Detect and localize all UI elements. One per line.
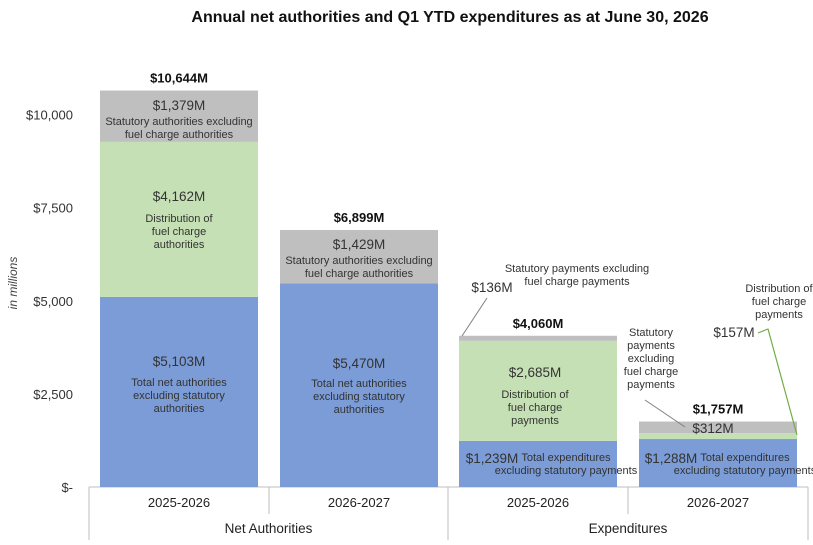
segment-value-label: $5,470M <box>333 356 386 371</box>
segment-description: payments <box>755 309 803 321</box>
group-label: Net Authorities <box>225 521 313 536</box>
segment-description: fuel charge <box>508 402 562 414</box>
category-labels: 2025-2026 2026-2027 2025-2026 2026-2027 Net … <box>148 495 749 536</box>
segment-description: fuel charge <box>152 226 206 238</box>
segment-description: excluding statutory payments <box>674 465 813 477</box>
segment-value-label: $2,685M <box>509 365 562 380</box>
y-tick-label: $10,000 <box>26 108 73 123</box>
segment-value-label: $1,429M <box>333 237 386 252</box>
group-label: Expenditures <box>589 521 668 536</box>
bar-segment-blue <box>100 296 258 487</box>
segment-description: excluding statutory <box>313 391 405 403</box>
segment-description: fuel charge authorities <box>125 129 234 141</box>
y-tick-label: $2,500 <box>33 387 73 402</box>
leader-line <box>757 328 798 436</box>
segment-description: Total net authorities <box>311 378 407 390</box>
segment-description: Total expenditures <box>521 452 611 464</box>
segment-description: Statutory payments excluding <box>505 263 649 275</box>
segment-value-label: $157M <box>713 325 754 340</box>
bar-segment-green <box>100 141 258 297</box>
segment-description: Statutory authorities excluding <box>285 255 432 267</box>
segment-description: Distribution of <box>501 389 569 401</box>
segment-description: fuel charge payments <box>524 276 630 288</box>
segment-description: payments <box>627 379 675 391</box>
segment-description: excluding statutory payments <box>495 465 638 477</box>
category-label: 2026-2027 <box>328 495 390 510</box>
category-label: 2026-2027 <box>687 495 749 510</box>
segment-value-label: $1,239M <box>466 451 519 466</box>
segment-value-label: $5,103M <box>153 354 206 369</box>
data-labels: $10,644M $6,899M $4,060M $1,757M $1,379M Stat… <box>105 71 813 477</box>
segment-value-label: $4,162M <box>153 189 206 204</box>
segment-description: fuel charge <box>752 296 806 308</box>
bars <box>100 90 797 487</box>
bar-total-label: $1,757M <box>693 402 744 417</box>
category-label: 2025-2026 <box>507 495 569 510</box>
segment-description: Distribution of <box>745 283 813 295</box>
segment-description: Statutory <box>629 327 674 339</box>
segment-description: excluding <box>628 353 674 365</box>
chart-title: Annual net authorities and Q1 YTD expend… <box>191 9 708 26</box>
segment-description: authorities <box>334 404 385 416</box>
bar-total-label: $10,644M <box>150 71 208 86</box>
segment-description: Statutory authorities excluding <box>105 116 252 128</box>
y-tick-label: $- <box>61 480 73 495</box>
segment-description: payments <box>511 415 559 427</box>
segment-value-label: $1,379M <box>153 98 206 113</box>
y-tick-label: $5,000 <box>33 294 73 309</box>
bar-segment-grey <box>280 230 438 284</box>
axes: $- $2,500 $5,000 $7,500 $10,000 <box>26 108 809 540</box>
segment-description: fuel charge authorities <box>305 268 414 280</box>
bar-segment-blue <box>459 440 617 487</box>
segment-description: payments <box>627 340 675 352</box>
bar-segment-grey <box>459 335 617 341</box>
bar-segment-green <box>459 340 617 441</box>
bar-segment-blue <box>639 439 797 487</box>
y-axis-label: in millions <box>6 257 20 310</box>
bar-segment-grey <box>100 90 258 142</box>
bar-segment-grey <box>639 421 797 434</box>
bar-segment-blue <box>280 283 438 487</box>
leader-line <box>461 297 488 337</box>
segment-description: authorities <box>154 239 205 251</box>
segment-description: excluding statutory <box>133 390 225 402</box>
segment-value-label: $312M <box>692 421 733 436</box>
segment-description: Total net authorities <box>131 377 227 389</box>
segment-description: Total expenditures <box>700 452 790 464</box>
bar-segment-green <box>639 433 797 440</box>
segment-value-label: $136M <box>471 280 512 295</box>
bar-total-label: $4,060M <box>513 316 564 331</box>
segment-description: authorities <box>154 403 205 415</box>
segment-value-label: $1,288M <box>645 451 698 466</box>
category-label: 2025-2026 <box>148 495 210 510</box>
segment-description: fuel charge <box>624 366 678 378</box>
leader-line <box>644 399 686 428</box>
bar-total-label: $6,899M <box>334 210 385 225</box>
y-tick-label: $7,500 <box>33 201 73 216</box>
segment-description: Distribution of <box>145 213 213 225</box>
